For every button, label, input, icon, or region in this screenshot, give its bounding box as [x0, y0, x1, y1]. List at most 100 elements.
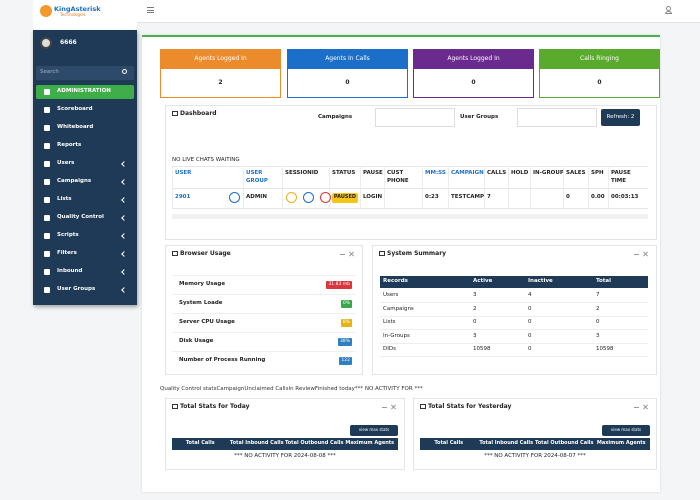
menu-item[interactable]: User Groups — [57, 286, 96, 292]
menu-item[interactable]: ADMINISTRATION — [57, 88, 111, 94]
logo-tagline: Technologies — [60, 12, 86, 17]
status-badge — [332, 193, 358, 203]
view-max-button[interactable] — [602, 425, 650, 436]
table-cell: LOGIN — [363, 194, 383, 200]
panel — [372, 245, 657, 375]
table-row-border — [172, 208, 648, 209]
row-divider — [380, 342, 648, 344]
panel-collapse[interactable] — [634, 254, 639, 255]
usage-value: 31.83 mb — [326, 281, 352, 289]
usage-label: Memory Usage — [179, 281, 226, 287]
panel — [165, 245, 363, 375]
search-placeholder: Search — [40, 69, 59, 75]
menu-toggle[interactable] — [147, 7, 154, 13]
panel-icon — [379, 251, 385, 256]
summary-cell: 0 — [528, 332, 532, 339]
stat-box-header — [287, 49, 408, 69]
menu-item[interactable]: Inbound — [57, 268, 83, 274]
column-header: USER — [175, 170, 192, 176]
search-box[interactable] — [36, 66, 134, 80]
column-divider — [243, 166, 244, 208]
panel-collapse[interactable] — [340, 254, 345, 255]
stat-box-label: Agents Logged In — [194, 55, 247, 62]
menu-icon — [44, 107, 50, 113]
user-icon[interactable] — [666, 6, 671, 11]
column-divider — [422, 166, 423, 208]
panel-icon — [172, 404, 178, 409]
menu-item[interactable]: Whiteboard — [57, 124, 94, 130]
table-cell: ADMIN — [246, 194, 267, 200]
panel-icon — [172, 251, 178, 256]
menu-item[interactable]: Quality Control — [57, 214, 104, 220]
column-header: SPH — [591, 170, 604, 176]
usage-label: Disk Usage — [179, 338, 214, 344]
usage-value: 122 — [339, 357, 352, 365]
column-header: CALLS — [487, 170, 507, 176]
menu-item[interactable]: Scoreboard — [57, 106, 93, 112]
view-max-button[interactable] — [350, 425, 398, 436]
column-divider — [329, 166, 330, 208]
summary-cell: 2 — [596, 305, 600, 312]
speaker-button[interactable] — [320, 192, 331, 203]
stat-box-label: Calls Ringing — [580, 55, 619, 62]
menu-item[interactable]: Lists — [57, 196, 72, 202]
mic-button[interactable] — [303, 192, 314, 203]
stats-header: Maximum Agents — [345, 440, 395, 446]
chat-status: NO LIVE CHATS WAITING — [172, 157, 240, 163]
stat-box-body — [287, 69, 408, 98]
row-divider — [172, 351, 356, 352]
summary-cell: 4 — [528, 292, 532, 298]
status-text: PAUSED — [333, 194, 357, 200]
panel-collapse[interactable] — [634, 407, 639, 408]
search-icon — [122, 69, 127, 74]
usage-badge: 0% — [322, 300, 352, 308]
top-bar — [137, 0, 700, 23]
column-divider — [563, 166, 564, 208]
menu-item[interactable]: Reports — [57, 142, 82, 148]
stat-box-value: 0 — [597, 79, 602, 86]
usage-badge: 122 — [322, 357, 352, 365]
refresh-button[interactable] — [601, 109, 640, 126]
panel-title: Total Stats for Today — [180, 403, 250, 410]
summary-header: Records — [383, 278, 408, 284]
column-header: SESSIONID — [285, 170, 319, 176]
menu-item[interactable]: Filters — [57, 250, 77, 256]
monitor-button[interactable] — [229, 192, 240, 203]
summary-cell: Users — [383, 292, 399, 298]
panel-icon — [172, 111, 178, 116]
summary-cell: Lists — [383, 319, 396, 325]
usage-value: 0% — [340, 300, 352, 308]
column-divider — [508, 166, 509, 208]
summary-cell: 0 — [473, 319, 477, 325]
menu-icon — [44, 251, 50, 257]
summary-cell: 3 — [596, 332, 600, 339]
summary-cell: 10598 — [473, 346, 491, 352]
stats-header: Total Inbound Calls — [229, 440, 284, 446]
stat-box-header — [160, 49, 281, 69]
stats-header: Total Inbound Calls — [479, 440, 534, 446]
menu-item[interactable]: Users — [57, 160, 75, 166]
summary-header: Active — [473, 278, 493, 284]
panel-collapse[interactable] — [382, 407, 387, 408]
summary-cell: 3 — [473, 292, 477, 298]
campaigns-input[interactable] — [375, 108, 455, 127]
scrollbar[interactable] — [172, 214, 648, 219]
stats-message: *** NO ACTIVITY FOR 2024-08-07 *** — [484, 453, 586, 459]
usage-badge: 31.83 mb — [322, 281, 352, 289]
stats-header: Total Outbound Calls — [535, 440, 594, 446]
view-max-label: view max stats — [358, 426, 390, 432]
table-cell: 0 — [566, 194, 570, 200]
menu-item[interactable]: Campaigns — [57, 178, 92, 184]
column-divider — [282, 166, 283, 208]
usage-badge: 8% — [322, 319, 352, 327]
user-groups-input[interactable] — [517, 108, 597, 127]
listen-button[interactable] — [286, 192, 297, 203]
menu-icon — [44, 269, 50, 275]
column-header: IN-GROUP — [533, 170, 564, 176]
user-groups-label: User Groups — [460, 114, 499, 120]
menu-active-bg — [36, 85, 134, 99]
summary-cell: 0 — [596, 319, 600, 325]
menu-item[interactable]: Scripts — [57, 232, 79, 238]
row-divider — [172, 275, 356, 276]
